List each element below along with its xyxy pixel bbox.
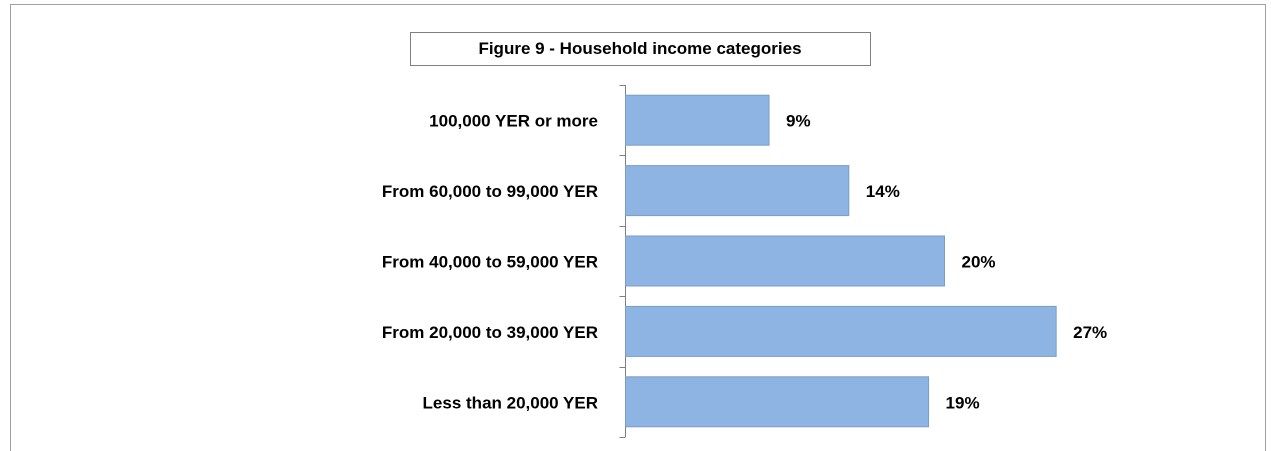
value-label: 9% bbox=[786, 112, 811, 131]
category-label: From 60,000 to 99,000 YER bbox=[382, 182, 598, 201]
bar bbox=[625, 165, 850, 217]
category-label: From 40,000 to 59,000 YER bbox=[382, 252, 598, 271]
category-label: Less than 20,000 YER bbox=[423, 393, 598, 412]
bar bbox=[625, 376, 930, 428]
value-label: 14% bbox=[866, 182, 900, 201]
chart-title: Figure 9 - Household income categories bbox=[478, 39, 801, 58]
value-label: 20% bbox=[962, 252, 996, 271]
bar bbox=[625, 94, 770, 146]
category-label: 100,000 YER or more bbox=[429, 112, 598, 131]
chart-border bbox=[10, 4, 1266, 451]
title-box bbox=[410, 32, 871, 66]
value-label: 27% bbox=[1073, 323, 1107, 342]
bar bbox=[625, 305, 1057, 357]
bar bbox=[625, 235, 945, 287]
value-label: 19% bbox=[946, 393, 980, 412]
category-label: From 20,000 to 39,000 YER bbox=[382, 323, 598, 342]
